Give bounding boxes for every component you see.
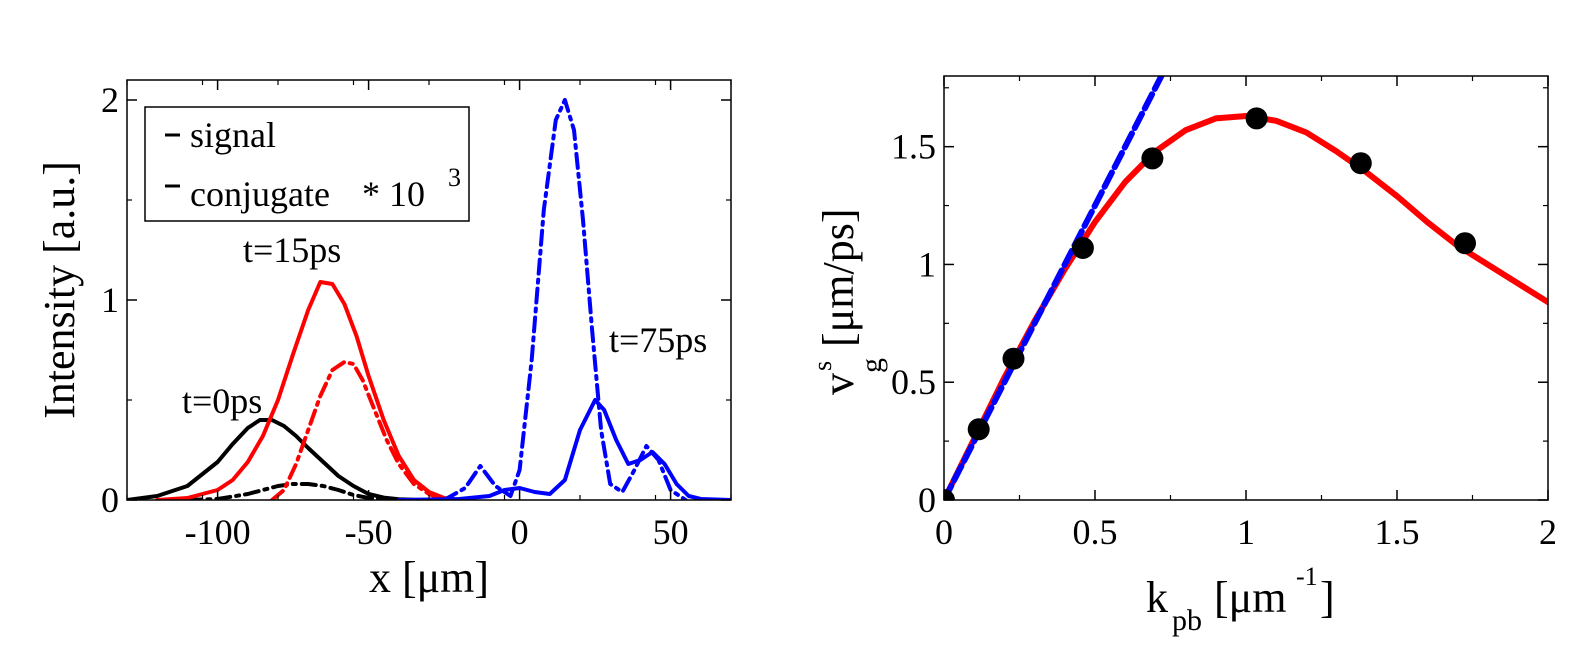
right-series-0 [944,116,1548,500]
right-marker-2 [1003,348,1025,370]
legend-conjugate-factor: * 10 [362,174,425,214]
right-y-axis-label: v g s [μm/ps] [808,209,888,395]
left-xtick-label-1: -50 [345,512,393,552]
right-series-group [933,76,1548,511]
right-x-label-close: ] [1320,573,1335,622]
right-marker-7 [1454,232,1476,254]
legend-conjugate-exponent: 3 [448,163,461,192]
left-xtick-label-0: -100 [185,512,251,552]
right-x-label-unit: [μm [1214,573,1286,622]
left-ytick-label-0: 0 [101,480,119,520]
right-marker-3 [1072,237,1094,259]
legend-signal-label: signal [190,115,276,155]
right-marker-6 [1350,152,1372,174]
right-ytick-label-0: 0 [918,480,936,520]
right-ytick-label-1: 0.5 [891,362,936,402]
right-xtick-label-4: 2 [1539,512,1557,552]
left-ytick-label-2: 2 [101,80,119,120]
figure: -100 -50 0 50012 signal conjugate * 10 3 t=… [0,0,1592,648]
left-legend: signal conjugate * 10 3 [145,107,469,221]
left-x-axis-label: x [μm] [369,553,489,602]
left-y-axis-label: Intensity [a.u.] [35,161,84,419]
right-x-label-main: k [1146,573,1168,622]
left-xtick-label-2: 0 [511,512,529,552]
right-marker-4 [1141,147,1163,169]
left-ytick-label-1: 1 [101,280,119,320]
right-xtick-label-0: 0 [935,512,953,552]
right-marker-5 [1246,107,1268,129]
right-xtick-label-3: 1.5 [1375,512,1420,552]
right-y-label-unit: [μm/ps] [814,209,863,347]
annotation-t15: t=15ps [243,230,341,270]
right-xtick-label-1: 0.5 [1073,512,1118,552]
right-y-label-main: v [814,373,863,395]
right-y-label-sup: s [808,361,837,371]
right-ticks: 0 0.5 1 1.5 2 0 0.5 1 1.5 [891,76,1557,552]
left-series-4 [399,400,731,500]
annotation-t0: t=0ps [182,381,262,421]
right-x-label-sub: pb [1172,604,1202,637]
right-y-label-sub: g [855,358,888,373]
right-x-axis-label: k pb [μm -1 ] [1146,562,1335,637]
left-panel: -100 -50 0 50 0 1 2 signal conjugate * 10 3 t=… [35,80,731,602]
left-series-5 [444,100,686,500]
right-marker-1 [968,418,990,440]
right-xtick-label-2: 1 [1237,512,1255,552]
legend-conjugate-label: conjugate [190,174,330,214]
right-panel: 0 0.5 1 1.5 2 0 0.5 1 1.5 k pb [μm -1 ] v g s [μ… [808,76,1557,637]
left-xtick-label-3: 50 [653,512,689,552]
right-ytick-label-2: 1 [918,244,936,284]
right-plot-frame [944,76,1548,500]
left-series-3 [272,362,444,500]
right-x-label-exp: -1 [1296,562,1318,591]
annotation-t75: t=75ps [609,320,707,360]
right-ytick-label-3: 1.5 [891,127,936,167]
